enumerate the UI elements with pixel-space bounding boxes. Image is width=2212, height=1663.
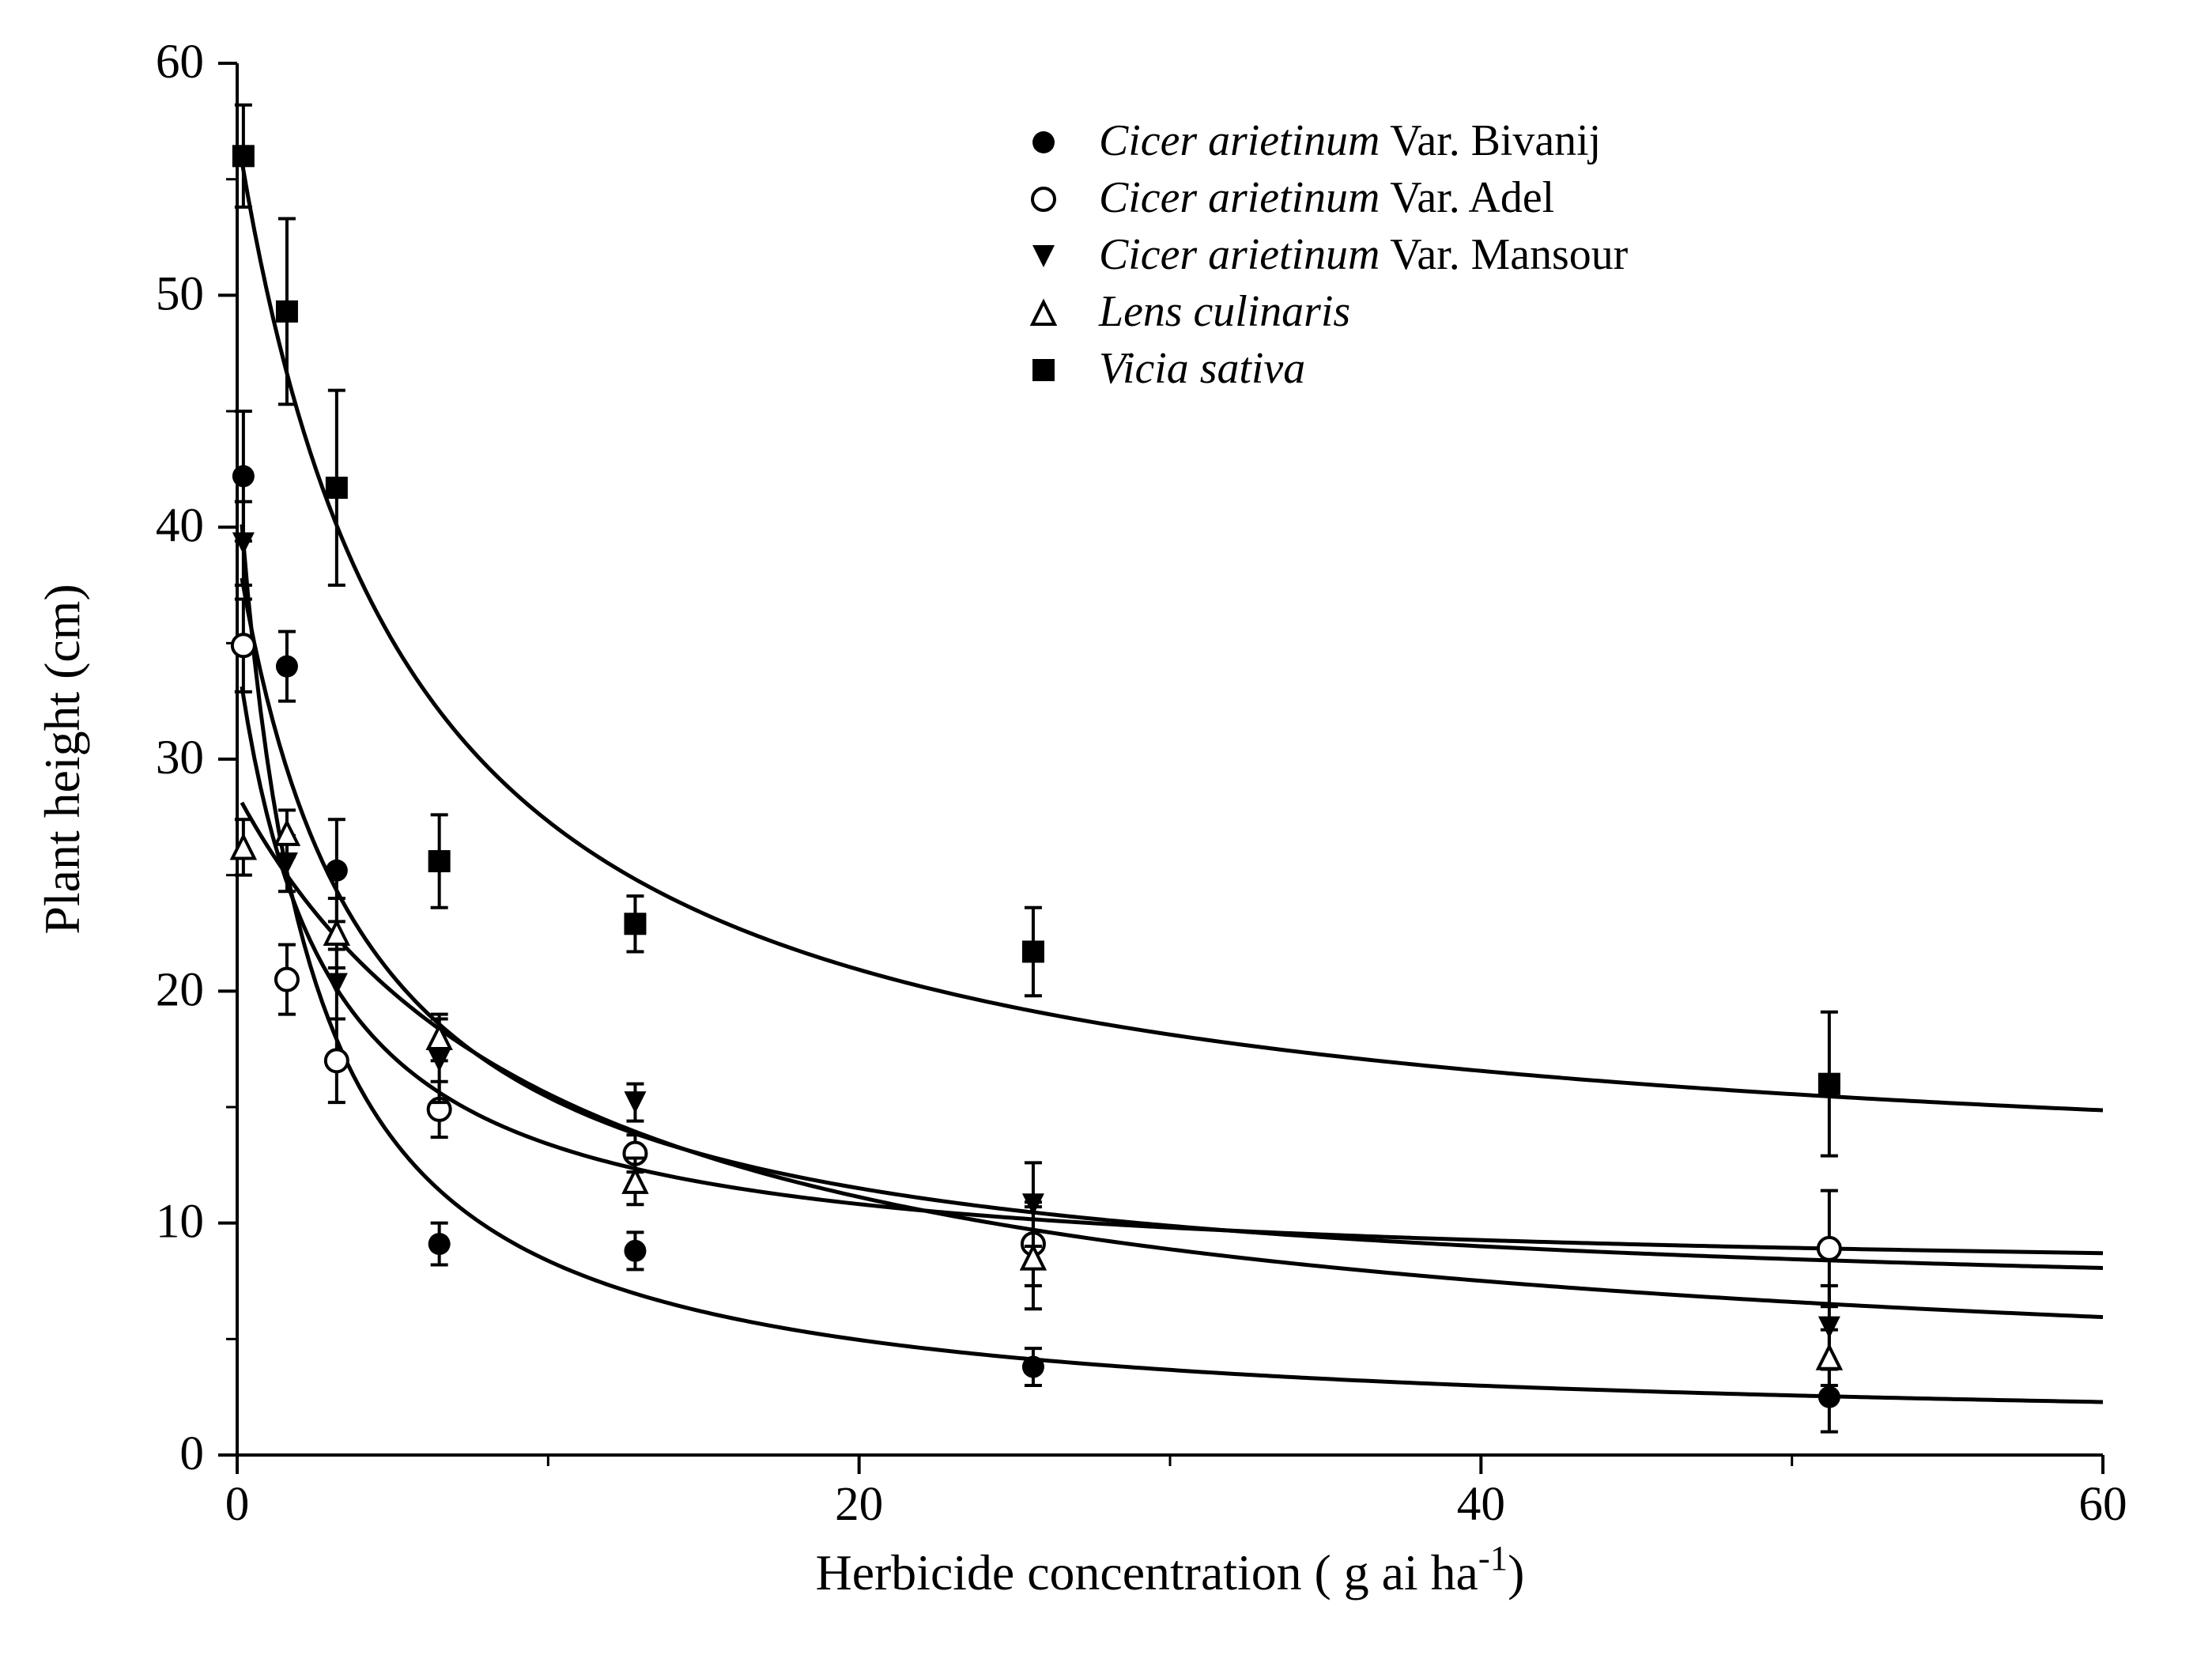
legend-label-mansour: Cicer arietinum Var. Mansour <box>1099 230 1629 279</box>
marker-bivanij <box>232 465 255 487</box>
legend-marker-mansour <box>1032 245 1055 267</box>
x-axis-label: Herbicide concentration ( g ai ha-1) <box>816 1538 1525 1601</box>
legend-marker-adel <box>1032 188 1055 210</box>
y-tick-label: 40 <box>156 499 204 553</box>
marker-mansour <box>624 1091 646 1113</box>
marker-adel <box>276 969 298 991</box>
marker-lens <box>1818 1347 1840 1369</box>
y-tick-label: 20 <box>156 962 204 1016</box>
marker-vicia <box>624 913 646 935</box>
legend-label-lens: Lens culinaris <box>1098 287 1350 336</box>
marker-vicia <box>232 145 255 167</box>
marker-lens <box>326 922 348 944</box>
marker-adel <box>326 1049 348 1072</box>
x-tick-label: 40 <box>1457 1477 1505 1531</box>
marker-vicia <box>1818 1073 1840 1095</box>
marker-bivanij <box>428 1233 451 1255</box>
y-tick-label: 60 <box>156 35 204 89</box>
y-tick-label: 30 <box>156 731 204 784</box>
marker-vicia <box>1022 940 1044 962</box>
legend-marker-vicia <box>1032 359 1055 381</box>
dose-response-chart: 0 20 40 60 Herbicide concentration ( g ai ha… <box>0 0 2212 1663</box>
legend-marker-bivanij <box>1032 131 1055 153</box>
curve-adel <box>242 686 2103 1253</box>
chart-container: 0 20 40 60 Herbicide concentration ( g ai ha… <box>0 0 2212 1663</box>
series-bivanij <box>232 411 1840 1432</box>
legend-label-vicia: Vicia sativa <box>1099 344 1305 393</box>
marker-adel <box>232 634 255 656</box>
y-tick-label: 50 <box>156 266 204 320</box>
x-tick-label: 0 <box>225 1477 250 1531</box>
marker-bivanij <box>1022 1356 1044 1378</box>
x-tick-label: 60 <box>2078 1477 2127 1531</box>
marker-bivanij <box>1818 1386 1840 1408</box>
y-axis-label: Plant height (cm) <box>34 584 90 934</box>
legend-marker-lens <box>1032 302 1055 324</box>
legend-label-adel: Cicer arietinum Var. Adel <box>1099 173 1554 222</box>
marker-vicia <box>276 300 298 323</box>
x-tick-label: 20 <box>835 1477 883 1531</box>
curve-bivanij <box>242 524 2103 1402</box>
y-tick-label: 10 <box>156 1195 204 1249</box>
marker-adel <box>1818 1238 1840 1260</box>
marker-bivanij <box>326 860 348 882</box>
marker-vicia <box>326 477 348 499</box>
marker-bivanij <box>624 1240 646 1262</box>
marker-vicia <box>428 850 451 872</box>
marker-mansour <box>326 973 348 996</box>
y-tick-label: 0 <box>179 1427 204 1480</box>
curve-mansour <box>242 578 2103 1268</box>
marker-bivanij <box>276 656 298 678</box>
series-lens <box>232 811 1840 1385</box>
legend-label-bivanij: Cicer arietinum Var. Bivanij <box>1099 116 1601 165</box>
